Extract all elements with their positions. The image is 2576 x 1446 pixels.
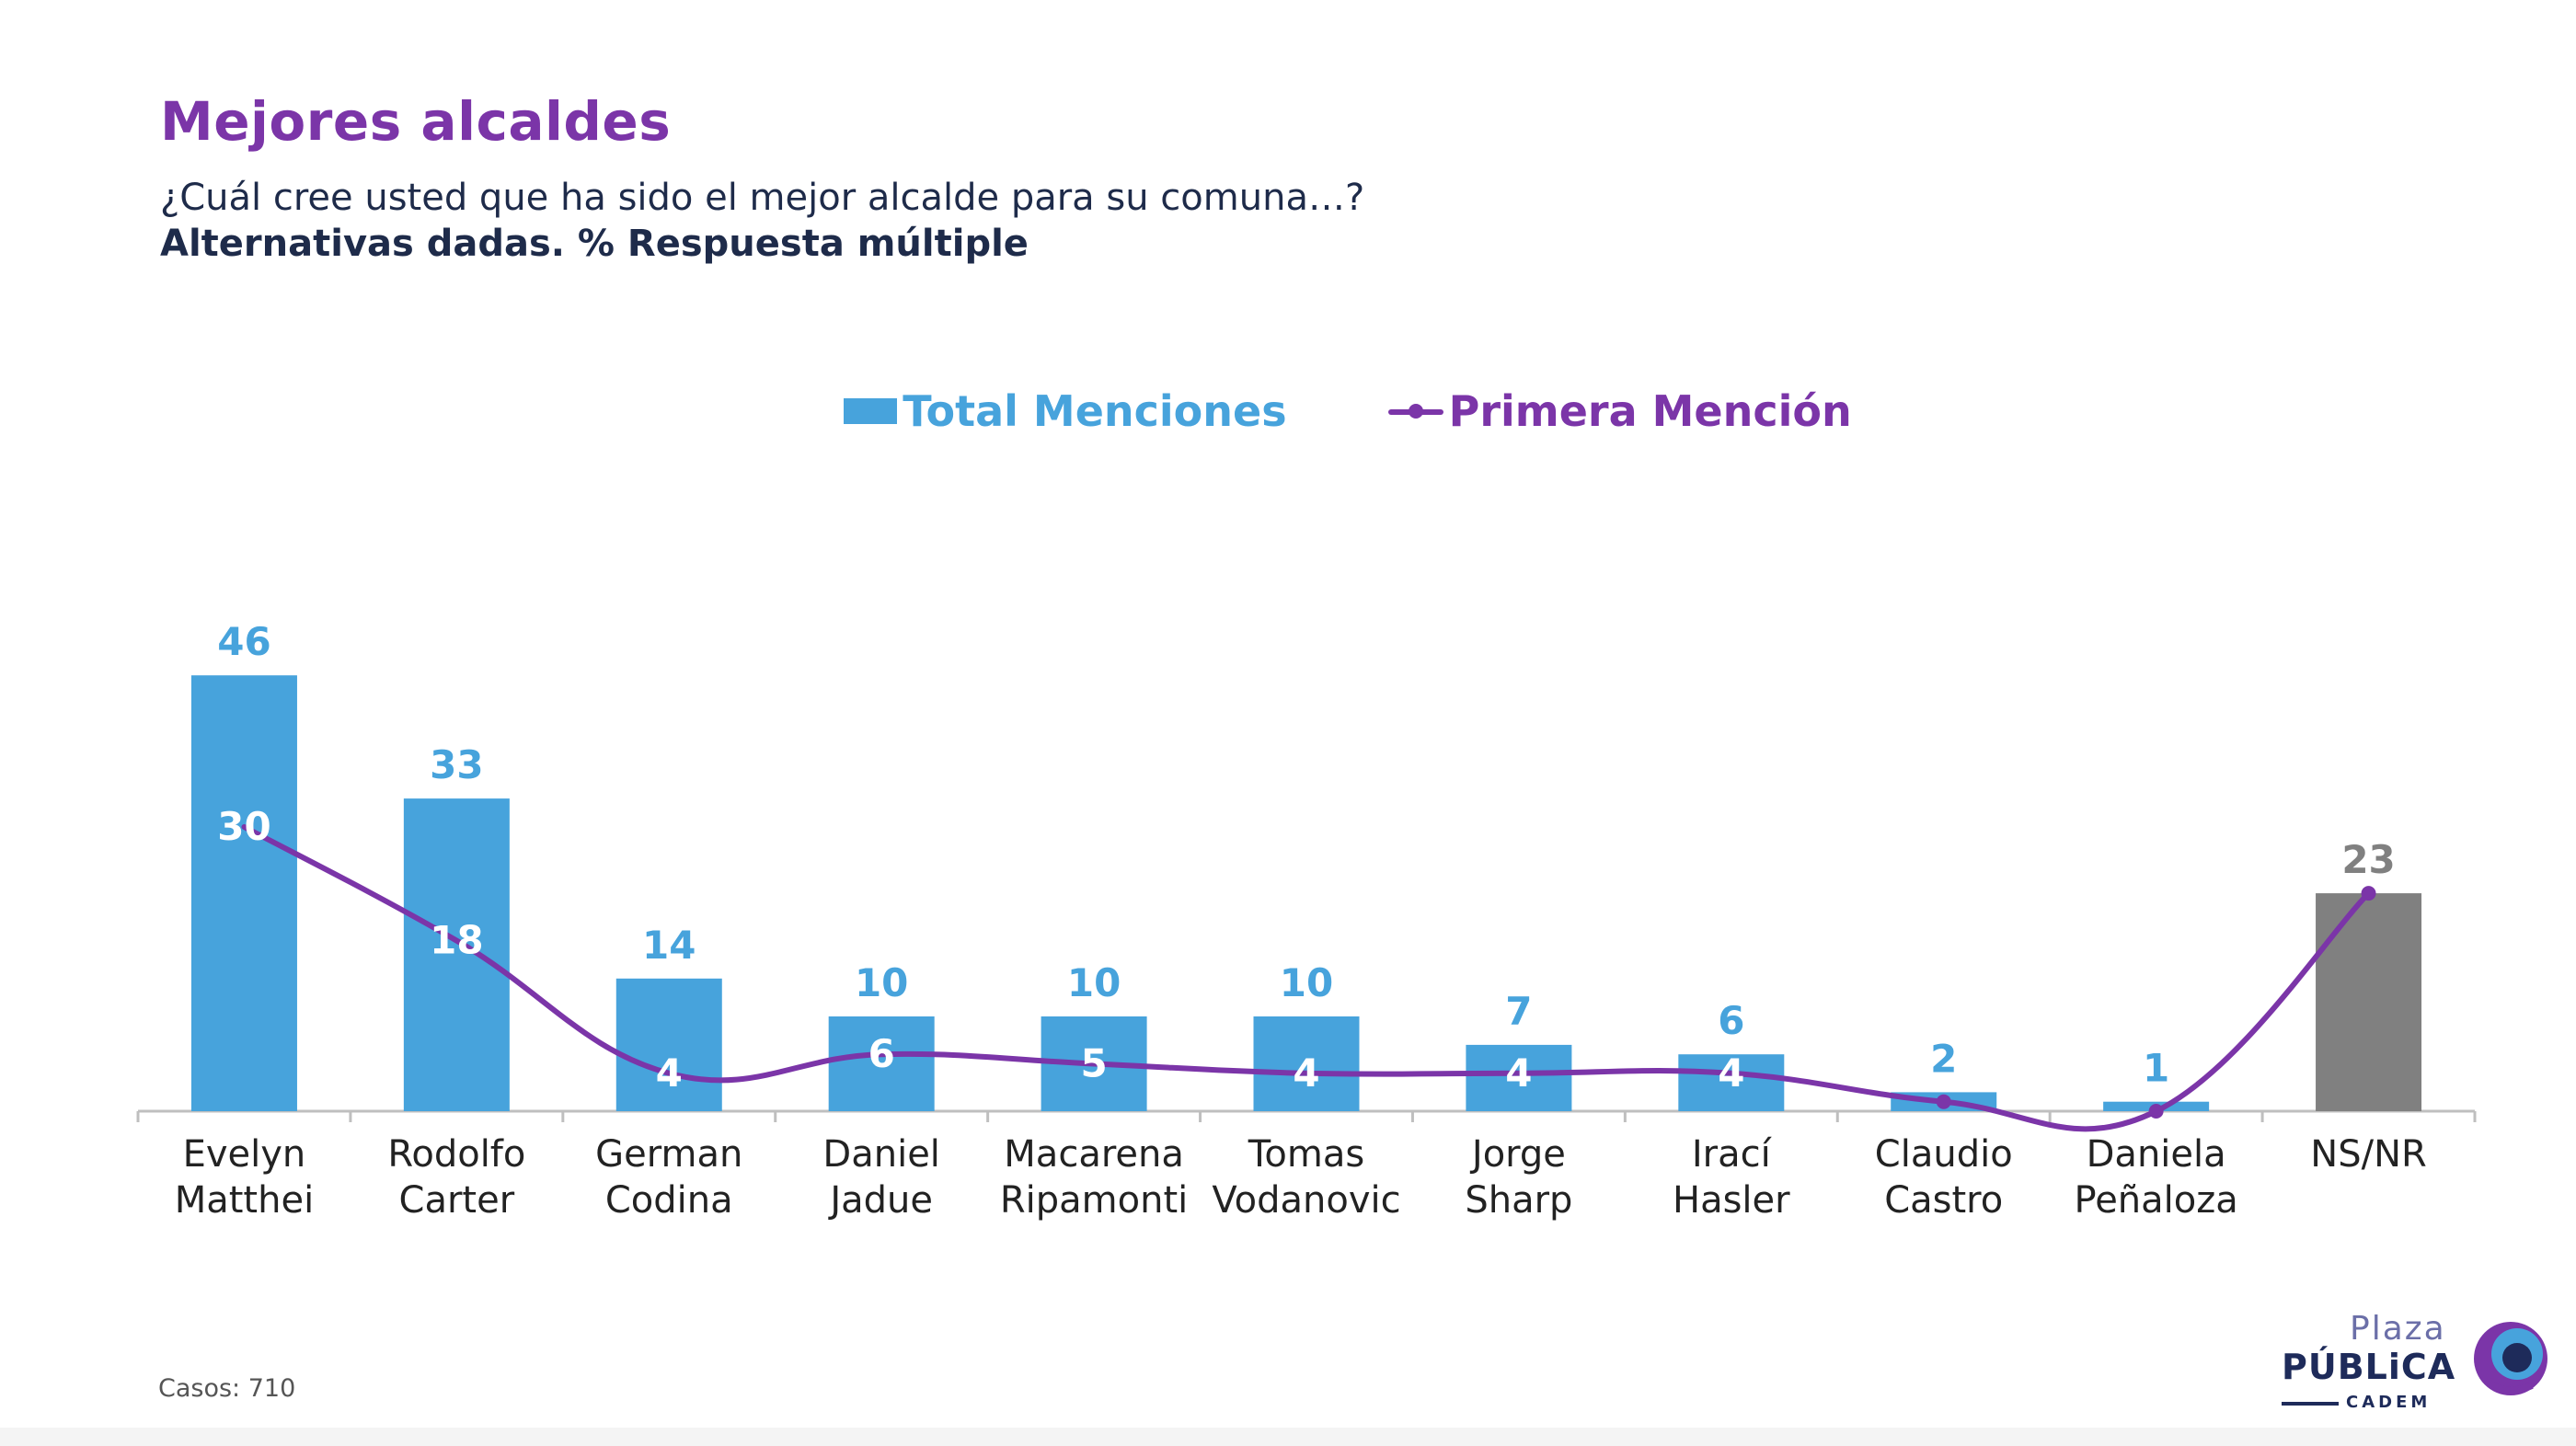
legend-line-label: Primera Mención (1448, 386, 1852, 436)
category-label: Matthei (175, 1179, 314, 1222)
category-label: Sharp (1465, 1179, 1572, 1222)
bar (190, 675, 297, 1111)
legend-item-bars: Total Menciones (844, 386, 1287, 436)
bottom-band (0, 1428, 2576, 1446)
line-point (2361, 886, 2376, 901)
bar-value-label: 6 (1718, 998, 1744, 1043)
category-label: Evelyn (183, 1133, 306, 1176)
bar-value-label: 10 (1280, 960, 1333, 1005)
bar-value-label: 46 (217, 619, 270, 664)
category-label: NS/NR (2310, 1133, 2427, 1176)
category-label: Macarena (1004, 1133, 1184, 1176)
category-label: Carter (399, 1179, 515, 1222)
category-label: Daniel (822, 1133, 940, 1176)
chart-note: Alternativas dadas. % Respuesta múltiple (160, 223, 1029, 265)
logo-plaza-text: Plaza (2350, 1310, 2446, 1348)
category-label: German (595, 1133, 742, 1176)
bar (1678, 1054, 1785, 1111)
bar-value-label: 7 (1505, 989, 1532, 1034)
bar-value-label: 10 (855, 960, 908, 1005)
chart-subtitle: ¿Cuál cree usted que ha sido el mejor al… (160, 177, 1365, 219)
bar-value-label: 2 (1930, 1036, 1957, 1081)
series-line-primera-mencion (241, 824, 2372, 1132)
plaza-publica-logo: Plaza PÚBLiCA CADEM (2282, 1306, 2547, 1417)
bar (828, 1016, 935, 1111)
legend-line-swatch (1387, 398, 1443, 424)
line-value-label: 4 (1505, 1050, 1532, 1096)
category-label: Codina (605, 1179, 733, 1222)
category-label: Peñaloza (2075, 1179, 2238, 1222)
bar-value-label: 33 (430, 742, 483, 787)
logo-underline (2282, 1402, 2339, 1406)
category-label: Jorge (1469, 1133, 1566, 1176)
bar-value-label: 1 (2143, 1046, 2169, 1091)
line-value-label: 18 (430, 918, 483, 963)
chart-legend: Total Menciones Primera Mención (0, 386, 2576, 436)
category-label: Daniela (2087, 1133, 2226, 1176)
legend-item-line: Primera Mención (1387, 386, 1852, 436)
chart-title: Mejores alcaldes (160, 90, 672, 153)
logo-publica-text: PÚBLiCA (2282, 1347, 2456, 1387)
bar (403, 798, 510, 1111)
category-label: Hasler (1673, 1179, 1790, 1222)
category-label: Vodanovic (1212, 1179, 1400, 1222)
line-value-label: 6 (868, 1031, 895, 1076)
logo-swirl-icon (2474, 1322, 2547, 1395)
category-label: Irací (1692, 1133, 1773, 1176)
bar-value-label: 23 (2341, 837, 2395, 882)
legend-bar-label: Total Menciones (903, 386, 1287, 436)
bar-value-label: 14 (642, 923, 696, 968)
line-point (2148, 1104, 2164, 1119)
line-value-label: 30 (217, 804, 270, 849)
bar (2316, 893, 2422, 1111)
category-label: Ripamonti (1000, 1179, 1188, 1222)
category-label: Rodolfo (387, 1133, 525, 1176)
category-label: Tomas (1248, 1133, 1364, 1176)
line-value-label: 4 (656, 1050, 683, 1096)
logo-cadem-text: CADEM (2346, 1393, 2432, 1412)
bar (615, 978, 722, 1111)
line-value-label: 5 (1080, 1041, 1107, 1086)
bar (1253, 1016, 1360, 1111)
bar-value-label: 10 (1067, 960, 1121, 1005)
category-label: Castro (1884, 1179, 2003, 1222)
category-label: Jadue (827, 1179, 933, 1222)
line-value-label: 4 (1718, 1050, 1744, 1096)
line-point (1936, 1094, 1951, 1109)
bar (1466, 1044, 1572, 1111)
cases-count: Casos: 710 (158, 1374, 296, 1403)
legend-bar-swatch (844, 398, 898, 424)
category-label: Claudio (1875, 1133, 2013, 1176)
line-value-label: 4 (1293, 1050, 1319, 1096)
